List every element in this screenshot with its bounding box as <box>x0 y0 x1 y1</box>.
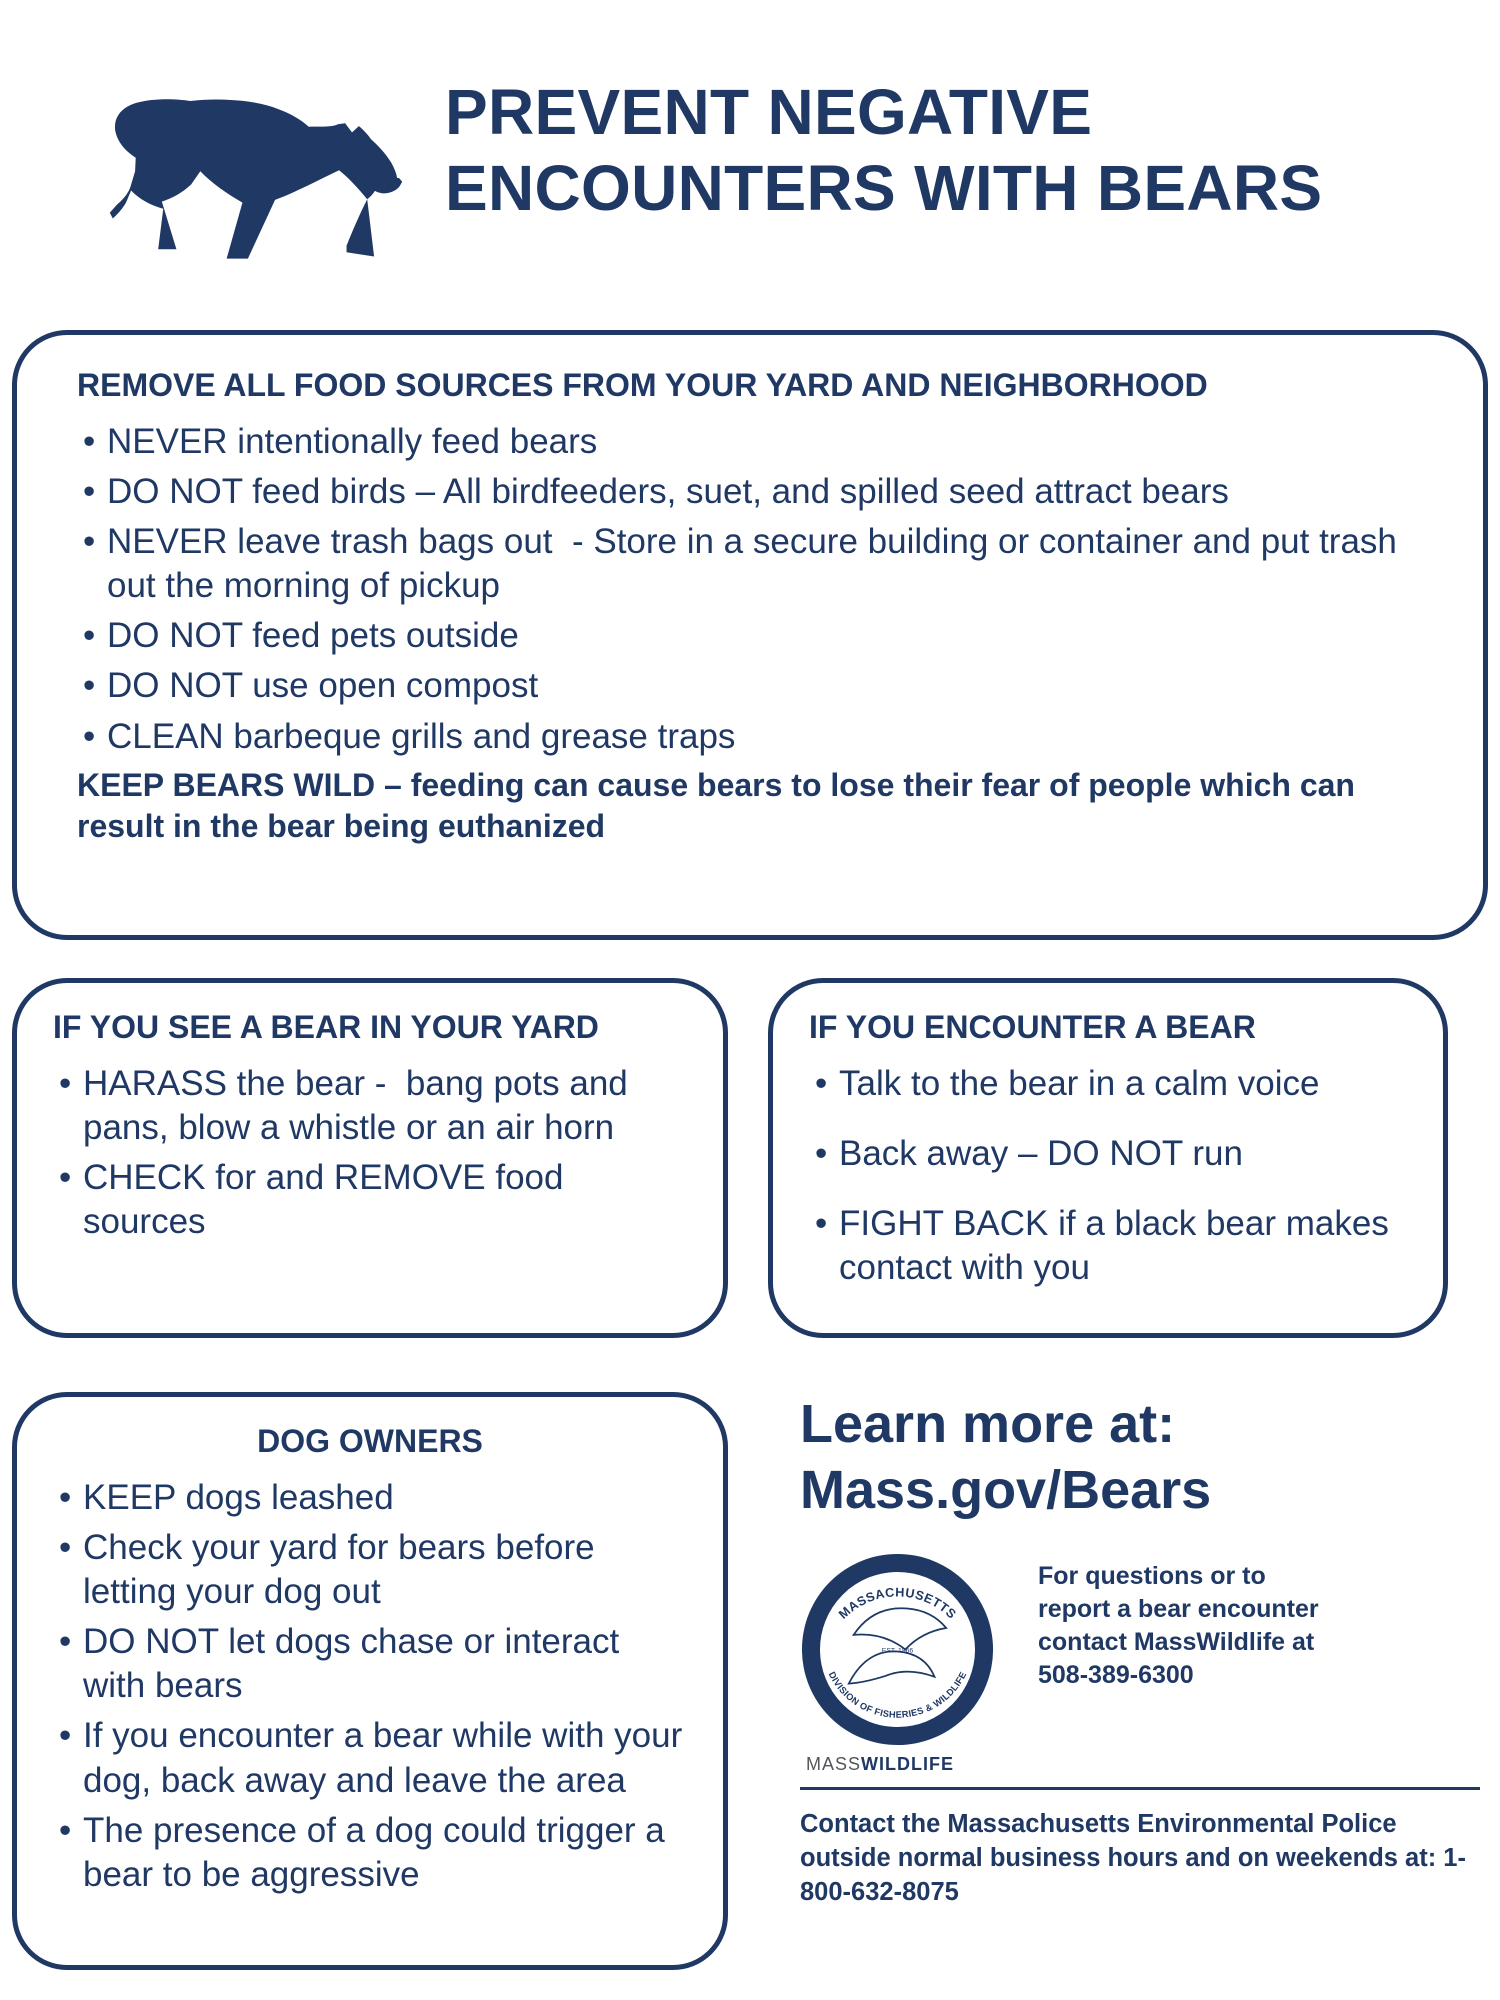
svg-text:EST. 1866: EST. 1866 <box>882 1647 914 1654</box>
